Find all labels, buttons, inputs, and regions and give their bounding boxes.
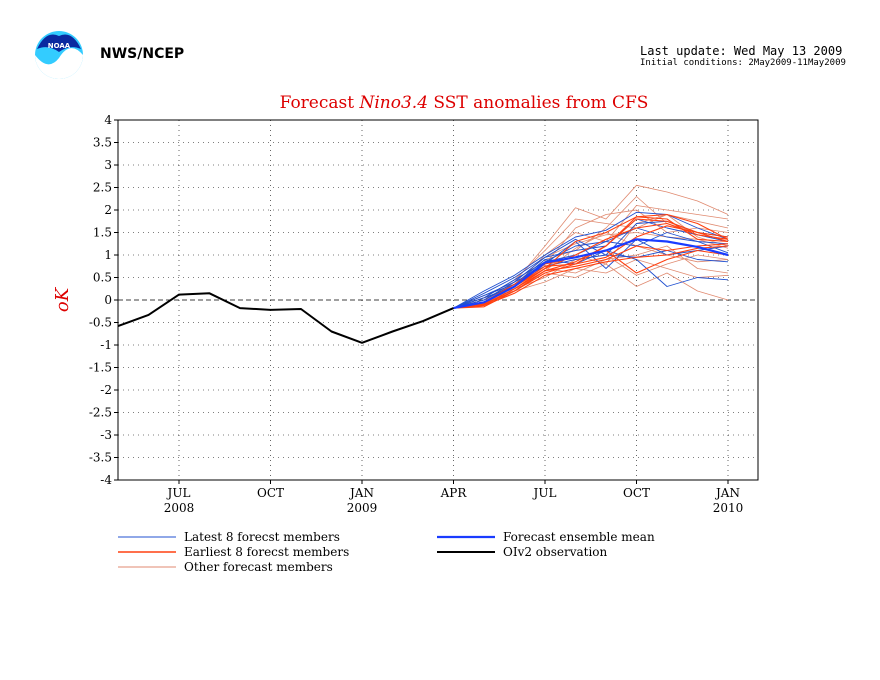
title-part-2: Nino3.4: [358, 93, 428, 113]
legend-label-mean: Forecast ensemble mean: [503, 530, 655, 544]
x-tick-year-label: 2008: [164, 501, 195, 515]
y-tick-label: 4: [104, 113, 112, 127]
chart-title: Forecast Nino3.4 SST anomalies from CFS: [280, 93, 649, 113]
axis-layer: 4 3.5 3 2.5 2 1.5 1 0.5 0 -0.5 -1 -1.5 -2 -2.5 -3 -3.5 -…: [89, 113, 743, 515]
logo-text: NOAA: [48, 42, 71, 50]
y-tick-label: -1: [100, 338, 112, 352]
grid-layer: [118, 120, 758, 480]
y-tick-label: -3: [100, 428, 112, 442]
y-tick-label: -2: [100, 383, 112, 397]
x-tick-year-label: 2009: [347, 501, 378, 515]
last-update-text: Last update: Wed May 13 2009: [640, 44, 843, 58]
observation-line: [118, 292, 454, 344]
x-tick-label: JUL: [166, 486, 191, 500]
legend-label-other: Other forecast members: [184, 560, 333, 574]
x-tick-label: JUL: [532, 486, 557, 500]
y-tick-label: 2.5: [93, 181, 112, 195]
ensemble-mean-line: [453, 238, 729, 310]
y-tick-label: -3.5: [89, 451, 112, 465]
x-tick-label: OCT: [623, 486, 650, 500]
title-part-3: SST anomalies from CFS: [428, 93, 648, 113]
y-axis-label: oK: [52, 286, 73, 312]
y-tick-label: -2.5: [89, 406, 112, 420]
y-tick-label: -4: [100, 473, 112, 487]
org-name: NWS/NCEP: [100, 46, 185, 62]
title-part-1: Forecast: [280, 93, 360, 113]
ylabel-text: oK: [52, 286, 73, 312]
earliest-member-line: [453, 245, 729, 309]
x-tick-label: JAN: [714, 486, 740, 500]
noaa-logo: NOAA: [35, 31, 83, 79]
y-tick-label: 1.5: [93, 226, 112, 240]
y-tick-label: 0.5: [93, 271, 112, 285]
y-tick-label: 2: [104, 203, 112, 217]
latest-member-line: [453, 232, 729, 309]
x-tick-label: APR: [440, 486, 468, 500]
legend-label-latest: Latest 8 forecst members: [184, 530, 340, 544]
initial-conditions-text: Initial conditions: 2May2009-11May2009: [640, 58, 846, 68]
x-tick-year-label: 2010: [713, 501, 744, 515]
x-tick-label: JAN: [348, 486, 374, 500]
y-tick-label: -0.5: [89, 316, 112, 330]
y-tick-label: 1: [104, 248, 112, 262]
legend-label-obs: OIv2 observation: [503, 545, 608, 559]
y-tick-label: 3: [104, 158, 112, 172]
series-layer: [118, 184, 729, 344]
legend-label-earliest: Earliest 8 forecst members: [184, 545, 349, 559]
y-tick-label: 0: [104, 293, 112, 307]
y-tick-label: -1.5: [89, 361, 112, 375]
y-tick-label: 3.5: [93, 136, 112, 150]
x-tick-label: OCT: [257, 486, 284, 500]
latest-member-line: [453, 211, 729, 309]
